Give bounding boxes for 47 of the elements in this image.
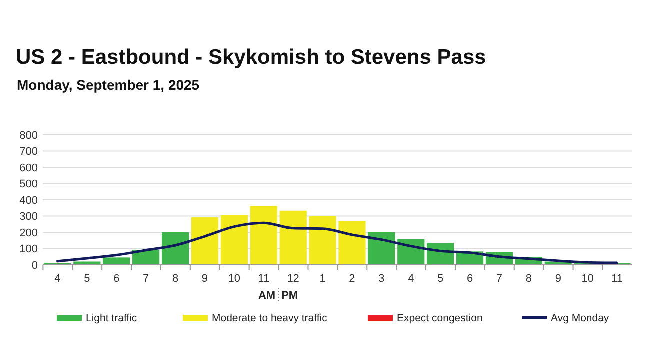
bar bbox=[250, 206, 278, 265]
x-tick-label: 12 bbox=[287, 273, 300, 285]
x-tick-label: 10 bbox=[228, 273, 241, 285]
bar bbox=[309, 216, 336, 265]
bar bbox=[220, 215, 248, 265]
legend-label: Avg Monday bbox=[551, 312, 610, 325]
x-tick-label: 8 bbox=[172, 273, 179, 285]
y-tick-label: 600 bbox=[20, 162, 38, 174]
x-tick-label: 4 bbox=[408, 273, 414, 285]
x-tick-label: 11 bbox=[612, 273, 623, 285]
bar bbox=[103, 258, 130, 265]
chart-title: US 2 - Eastbound - Skykomish to Stevens Pass bbox=[16, 46, 486, 69]
x-tick-label: 5 bbox=[84, 273, 90, 285]
x-tick-label: 1 bbox=[320, 273, 326, 285]
x-tick-label: 3 bbox=[378, 273, 385, 285]
x-tick-label: 11 bbox=[258, 273, 270, 285]
legend-label: Moderate to heavy traffic bbox=[212, 312, 328, 325]
x-tick-label: 5 bbox=[438, 273, 444, 285]
x-tick-label: 2 bbox=[349, 273, 356, 285]
bar bbox=[338, 221, 366, 265]
legend-label: Expect congestion bbox=[397, 312, 483, 325]
line-series bbox=[56, 222, 619, 264]
x-tick-label: 8 bbox=[526, 273, 532, 285]
x-tick-label: 7 bbox=[496, 273, 503, 285]
y-tick-label: 200 bbox=[20, 227, 38, 240]
x-tick-label: 9 bbox=[555, 273, 562, 285]
x-tick-label: 6 bbox=[114, 273, 120, 285]
y-tick-label: 400 bbox=[20, 194, 38, 207]
x-tick-label: 7 bbox=[143, 273, 150, 285]
chart-subtitle: Monday, September 1, 2025 bbox=[17, 77, 200, 93]
legend-label: Light traffic bbox=[86, 312, 138, 325]
bar bbox=[191, 218, 219, 265]
y-tick-label: 100 bbox=[20, 244, 38, 256]
y-tick-label: 700 bbox=[20, 146, 38, 158]
x-tick-label: 4 bbox=[54, 273, 61, 285]
bar bbox=[368, 232, 396, 265]
bar bbox=[162, 232, 190, 265]
x-tick-label: 6 bbox=[466, 273, 474, 285]
y-tick-label: 500 bbox=[20, 178, 38, 191]
text: PM bbox=[282, 290, 298, 302]
x-tick-label: 10 bbox=[582, 273, 594, 285]
y-tick-label: 300 bbox=[20, 211, 38, 224]
y-tick-label: 0 bbox=[32, 260, 38, 272]
bar bbox=[280, 210, 307, 265]
text: AM bbox=[258, 290, 276, 302]
x-tick-label: 9 bbox=[202, 273, 208, 285]
y-tick-label: 800 bbox=[20, 130, 38, 142]
